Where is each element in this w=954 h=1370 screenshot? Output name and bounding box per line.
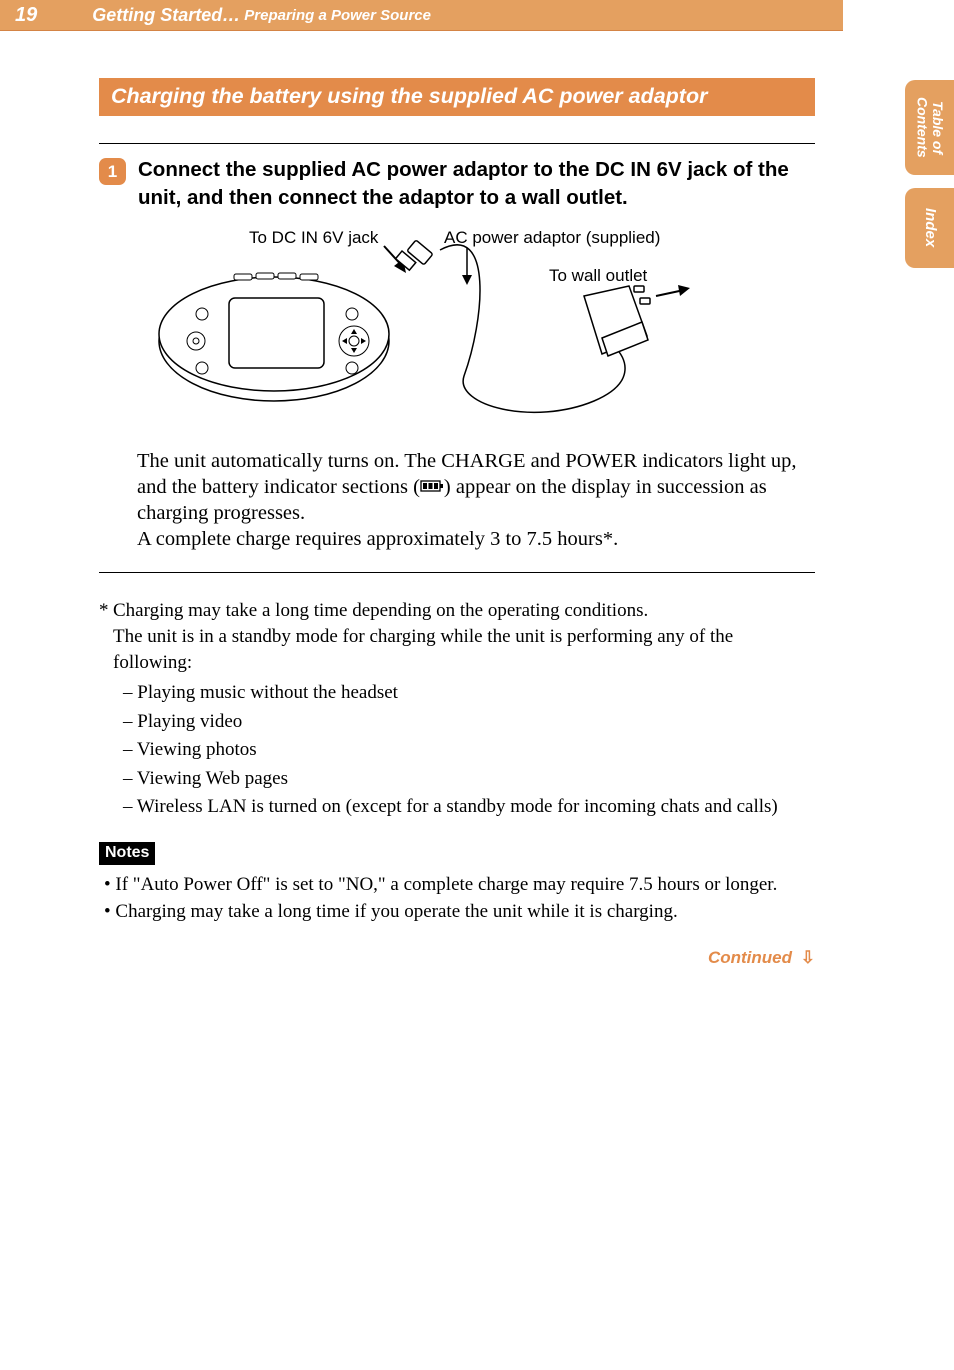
- footnote-line1: Charging may take a long time depending …: [113, 600, 648, 621]
- step-1: 1 Connect the supplied AC power adaptor …: [99, 156, 815, 211]
- down-arrow-icon: ⇩: [801, 948, 815, 967]
- para2: A complete charge requires approximately…: [137, 528, 618, 550]
- list-item: If "Auto Power Off" is set to "NO," a co…: [99, 871, 815, 899]
- footnote-line2: The unit is in a standby mode for chargi…: [113, 626, 733, 673]
- step-number-badge: 1: [99, 158, 126, 185]
- chapter-title: Getting Started…: [92, 5, 240, 26]
- connection-diagram: To DC IN 6V jack AC power adaptor (suppl…: [154, 226, 714, 431]
- footnote: * Charging may take a long time dependin…: [99, 598, 815, 821]
- list-item: Charging may take a long time if you ope…: [99, 898, 815, 926]
- section-heading: Charging the battery using the supplied …: [99, 78, 815, 116]
- subchapter-title: Preparing a Power Source: [244, 7, 431, 24]
- battery-icon: [420, 475, 444, 501]
- footnote-star: *: [99, 598, 113, 821]
- tab-index-label: Index: [921, 208, 938, 247]
- divider: [99, 572, 815, 573]
- list-item: Wireless LAN is turned on (except for a …: [113, 793, 815, 822]
- diagram-svg: [154, 226, 714, 431]
- main-content: Charging the battery using the supplied …: [99, 78, 815, 968]
- label-dc-jack: To DC IN 6V jack: [249, 228, 378, 248]
- tab-toc-label-2: Contents: [915, 97, 931, 158]
- list-item: Playing music without the headset: [113, 679, 815, 708]
- header-underline: [0, 30, 843, 31]
- continued[interactable]: Continued ⇩: [99, 948, 815, 968]
- paragraph-charging: The unit automatically turns on. The CHA…: [137, 449, 815, 552]
- continued-label: Continued: [708, 948, 792, 967]
- notes-list: If "Auto Power Off" is set to "NO," a co…: [99, 871, 815, 926]
- label-ac-adaptor: AC power adaptor (supplied): [444, 228, 660, 248]
- tab-toc-label-1: Table of: [930, 101, 946, 154]
- header-bar: 19 Getting Started… Preparing a Power So…: [0, 0, 843, 30]
- page-number: 19: [15, 4, 37, 27]
- notes-label: Notes: [99, 842, 155, 865]
- step-instruction: Connect the supplied AC power adaptor to…: [138, 156, 815, 211]
- tab-table-of-contents[interactable]: Table of Contents: [905, 80, 954, 175]
- footnote-list: Playing music without the headset Playin…: [113, 679, 815, 822]
- list-item: Viewing photos: [113, 736, 815, 765]
- list-item: Playing video: [113, 708, 815, 737]
- label-wall-outlet: To wall outlet: [549, 266, 647, 286]
- side-tabs: Table of Contents Index: [905, 80, 954, 281]
- tab-index[interactable]: Index: [905, 188, 954, 268]
- list-item: Viewing Web pages: [113, 765, 815, 794]
- divider: [99, 143, 815, 144]
